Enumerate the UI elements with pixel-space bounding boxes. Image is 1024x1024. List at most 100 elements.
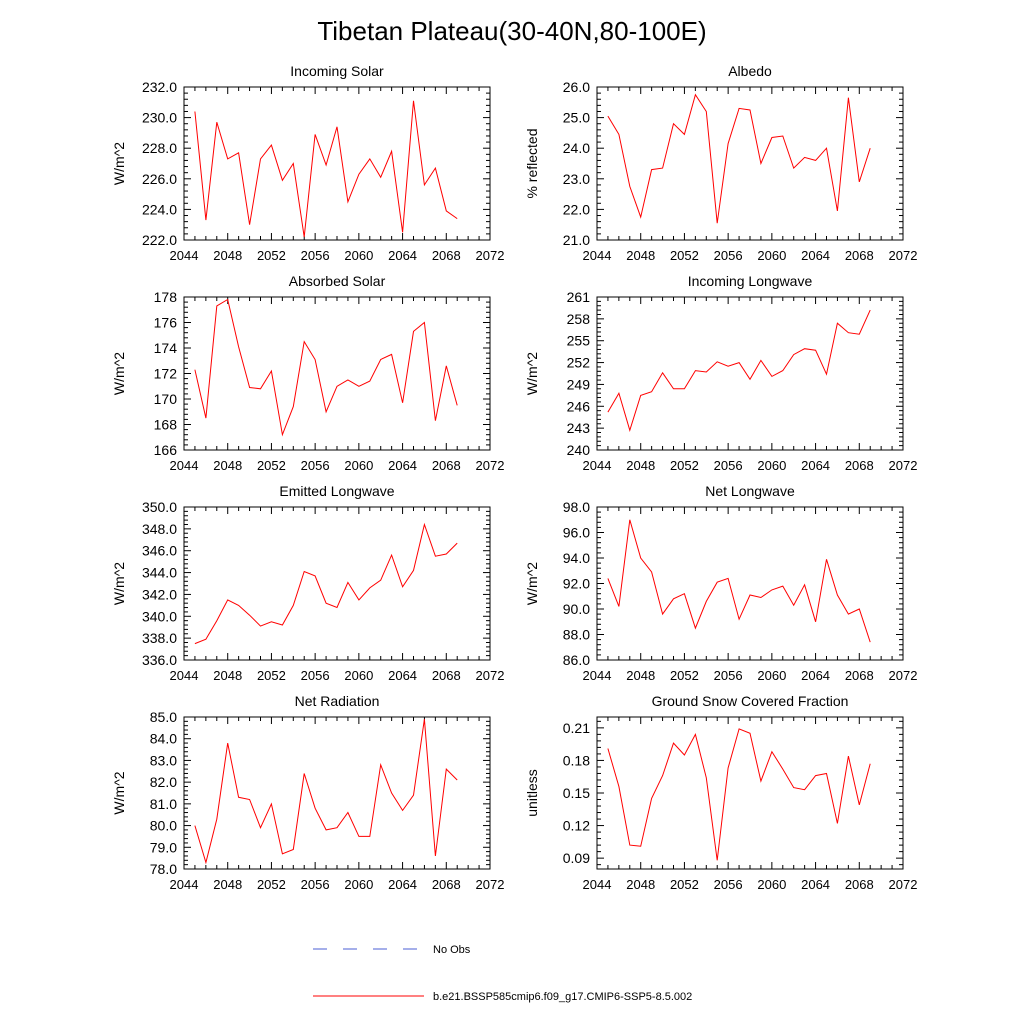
plot-frame [183,296,491,451]
y-tick-label: 228.0 [142,140,177,156]
y-tick-label: 350.0 [142,499,177,515]
panel-title: Net Longwave [705,483,795,499]
y-tick-label: 178 [154,289,178,305]
x-tick-label: 2056 [301,668,330,683]
series-line [194,522,458,645]
x-tick-label: 2060 [757,248,786,263]
x-tick-label: 2048 [213,877,242,892]
y-tick-label: 230.0 [142,110,177,126]
y-axis-label: W/m^2 [524,562,540,605]
x-tick-label: 2060 [344,458,373,473]
chart-panel: Net Radiation W/m^2 2044 2048 2052 2056 2060 20… [111,693,504,892]
y-tick-label: 96.0 [563,525,590,541]
panel-title: Absorbed Solar [289,273,386,289]
panel-title: Incoming Longwave [688,273,813,289]
y-tick-label: 255 [567,333,591,349]
x-tick-label: 2048 [626,458,655,473]
x-tick-label: 2064 [388,877,417,892]
x-tick-label: 2052 [670,668,699,683]
chart-panel: Absorbed Solar W/m^2 2044 2048 2052 2056 2060 2… [111,273,504,473]
x-tick-label: 2064 [388,248,417,263]
x-tick-label: 2068 [432,668,461,683]
series-line [607,519,871,643]
x-tick-label: 2068 [845,458,874,473]
y-tick-label: 0.09 [563,850,590,866]
x-tick-label: 2044 [583,668,612,683]
x-tick-label: 2064 [801,248,830,263]
y-tick-label: 168 [154,417,178,433]
panel-title: Net Radiation [295,693,380,709]
series-line [607,93,871,224]
chart-panel: Emitted Longwave W/m^2 2044 2048 2052 2056 206… [111,483,504,683]
series-line [194,719,458,865]
x-tick-label: 2052 [257,248,286,263]
y-tick-label: 81.0 [150,796,177,812]
legend-obs-label: No Obs [433,944,471,956]
y-tick-label: 26.0 [563,79,590,95]
y-tick-label: 249 [567,376,591,392]
y-tick-label: 338.0 [142,630,177,646]
y-tick-label: 252 [567,355,591,371]
plot-frame [183,506,491,661]
y-tick-label: 86.0 [563,652,590,668]
y-tick-label: 232.0 [142,79,177,95]
x-tick-label: 2072 [476,877,505,892]
x-tick-label: 2052 [670,877,699,892]
chart-panel: Incoming Longwave W/m^2 2044 2048 2052 2056 20… [524,273,917,473]
x-tick-label: 2052 [257,668,286,683]
x-tick-label: 2068 [432,877,461,892]
series-line [194,100,458,237]
x-tick-label: 2060 [757,458,786,473]
x-tick-label: 2052 [257,877,286,892]
y-tick-label: 0.12 [563,818,590,834]
y-tick-label: 344.0 [142,565,177,581]
x-tick-label: 2072 [889,248,918,263]
y-tick-label: 24.0 [563,140,590,156]
x-tick-label: 2052 [670,458,699,473]
y-tick-label: 83.0 [150,752,177,768]
chart-panel: Ground Snow Covered Fraction unitless 2044… [524,693,917,892]
y-tick-label: 0.21 [563,720,590,736]
panel-title: Ground Snow Covered Fraction [652,693,849,709]
x-tick-label: 2060 [757,877,786,892]
x-tick-label: 2068 [845,248,874,263]
x-tick-label: 2068 [432,458,461,473]
y-tick-label: 174 [154,340,178,356]
y-axis-label: W/m^2 [111,142,127,185]
x-tick-label: 2052 [257,458,286,473]
x-tick-label: 2056 [714,877,743,892]
y-tick-label: 94.0 [563,550,590,566]
x-tick-label: 2044 [170,458,199,473]
chart-panel: Albedo % reflected 2044 2048 2052 2056 2060 206… [524,63,917,263]
y-tick-label: 224.0 [142,201,177,217]
y-tick-label: 172 [154,366,178,382]
x-tick-label: 2064 [388,458,417,473]
x-tick-label: 2048 [626,668,655,683]
x-tick-label: 2044 [583,877,612,892]
x-tick-label: 2064 [801,877,830,892]
x-tick-label: 2064 [801,668,830,683]
y-tick-label: 246 [567,398,591,414]
y-tick-label: 88.0 [563,627,590,643]
y-tick-label: 261 [567,289,591,305]
y-tick-label: 98.0 [563,499,590,515]
y-tick-label: 222.0 [142,232,177,248]
panel-title: Albedo [728,63,772,79]
y-tick-label: 240 [567,442,591,458]
series-line [194,298,458,437]
x-tick-label: 2056 [301,248,330,263]
y-tick-label: 85.0 [150,709,177,725]
x-tick-label: 2052 [670,248,699,263]
x-tick-label: 2072 [476,668,505,683]
x-tick-label: 2068 [845,877,874,892]
y-tick-label: 84.0 [150,731,177,747]
x-tick-label: 2048 [213,668,242,683]
plot-frame [183,86,491,241]
x-tick-label: 2072 [476,248,505,263]
x-tick-label: 2068 [845,668,874,683]
legend-model-label: b.e21.BSSP585cmip6.f09_g17.CMIP6-SSP5-8.… [433,991,692,1003]
x-tick-label: 2060 [344,877,373,892]
y-tick-label: 23.0 [563,171,590,187]
y-axis-label: % reflected [524,128,540,198]
panel-title: Incoming Solar [290,63,384,79]
